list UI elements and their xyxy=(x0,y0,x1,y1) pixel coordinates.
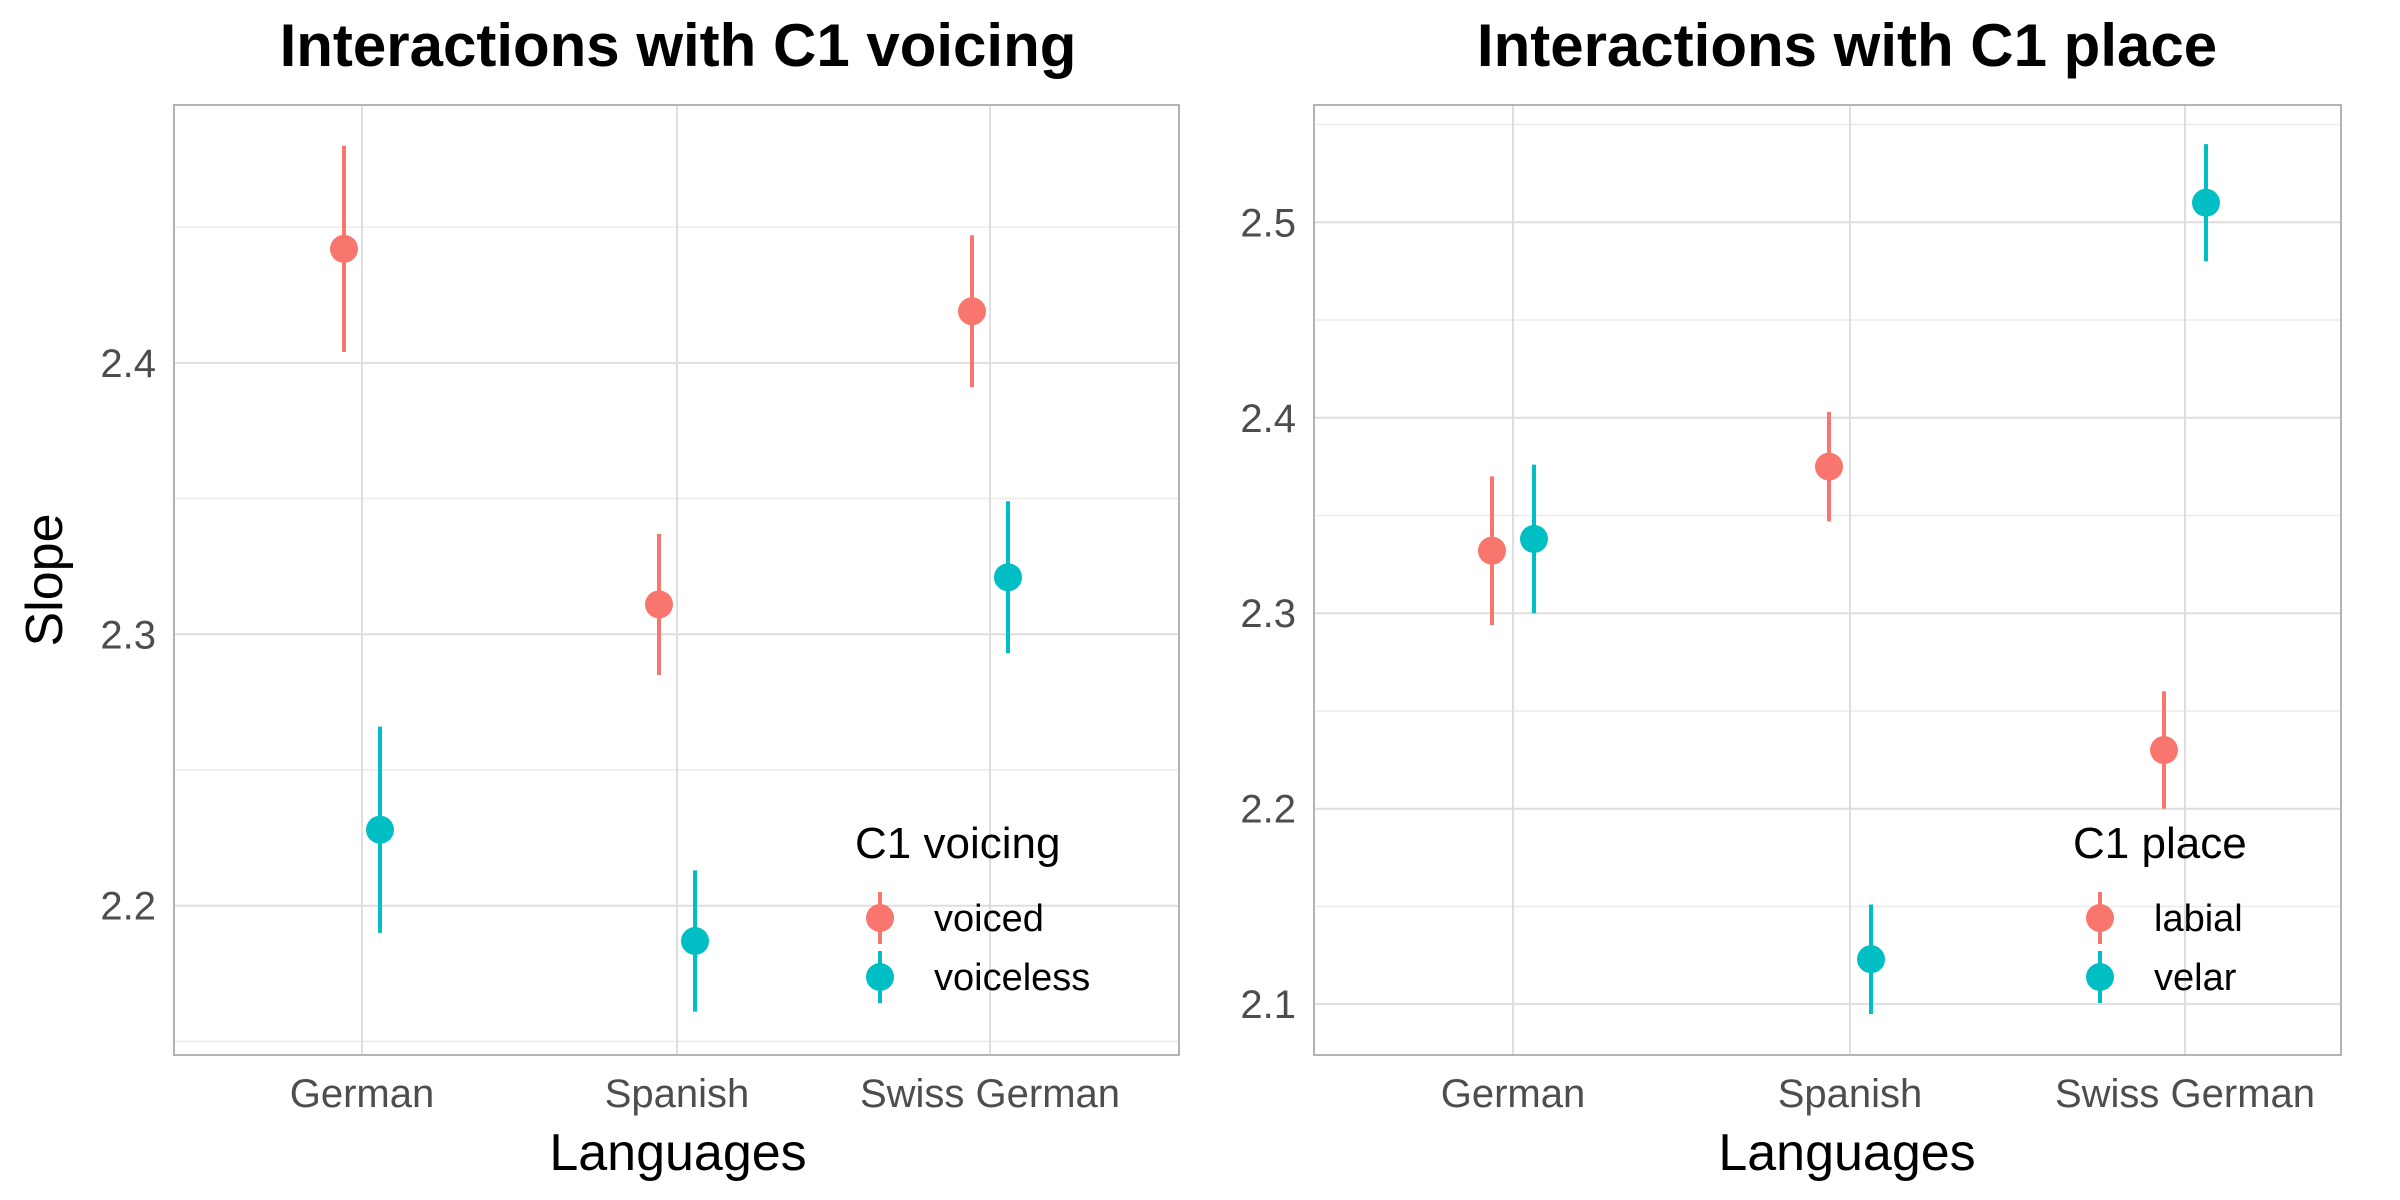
y-axis-title: Slope xyxy=(16,514,74,647)
x-tick-label: German xyxy=(1441,1072,1586,1116)
legend-key-point xyxy=(2086,904,2114,932)
data-point xyxy=(330,234,358,263)
legend-keys-voicing: voiced voiceless xyxy=(866,892,1090,1003)
y-tick-label: 2.5 xyxy=(1240,201,1296,245)
y-tick-label: 2.4 xyxy=(100,342,156,386)
data-point xyxy=(1478,536,1506,565)
data-point xyxy=(1520,524,1548,553)
legend-key-point xyxy=(2086,963,2114,991)
x-ticks-place: German Spanish Swiss German xyxy=(1441,1072,2315,1116)
legend-title-voicing: C1 voicing xyxy=(855,819,1060,868)
data-point xyxy=(681,927,709,955)
plot-panel-voicing xyxy=(173,104,1180,1056)
chart-title-place: Interactions with C1 place xyxy=(1477,12,2217,79)
plot-grid-voicing xyxy=(174,105,1179,1055)
data-point xyxy=(645,590,673,619)
x-tick-label: Swiss German xyxy=(2055,1072,2315,1116)
plot-marks-place xyxy=(1478,144,2220,1014)
legend-place: C1 place labial velar xyxy=(2073,819,2247,1003)
x-tick-label: German xyxy=(290,1072,435,1116)
legend-label: velar xyxy=(2154,957,2237,999)
legend-label: labial xyxy=(2154,898,2243,940)
plot-marks-voicing xyxy=(330,145,1022,1012)
data-point xyxy=(366,815,394,844)
y-tick-label: 2.3 xyxy=(1240,592,1296,636)
y-tick-label: 2.2 xyxy=(1240,788,1296,832)
y-ticks-voicing: 2.2 2.3 2.4 xyxy=(100,342,156,929)
legend-keys-place: labial velar xyxy=(2086,892,2243,1003)
data-point xyxy=(994,563,1022,592)
x-tick-label: Spanish xyxy=(605,1072,750,1116)
chart-title-voicing: Interactions with C1 voicing xyxy=(280,12,1077,79)
data-point xyxy=(1815,452,1843,481)
data-point xyxy=(2192,188,2220,217)
legend-voicing: C1 voicing voiced voiceless xyxy=(855,819,1090,1003)
data-point xyxy=(958,297,986,326)
legend-key-point xyxy=(866,904,894,932)
y-ticks-place: 2.1 2.2 2.3 2.4 2.5 xyxy=(1240,201,1296,1027)
legend-label: voiced xyxy=(934,898,1044,940)
x-axis-title-voicing: Languages xyxy=(549,1124,806,1182)
y-tick-label: 2.2 xyxy=(100,885,156,929)
plot-grid-place xyxy=(1314,105,2341,1055)
x-ticks-voicing: German Spanish Swiss German xyxy=(290,1072,1120,1116)
x-axis-title-place: Languages xyxy=(1718,1124,1975,1182)
legend-label: voiceless xyxy=(934,957,1090,999)
y-tick-label: 2.3 xyxy=(100,613,156,657)
x-tick-label: Swiss German xyxy=(860,1072,1120,1116)
legend-title-place: C1 place xyxy=(2073,819,2247,868)
x-tick-label: Spanish xyxy=(1778,1072,1923,1116)
data-point xyxy=(2150,736,2178,765)
plot-panel-place xyxy=(1313,104,2342,1056)
y-tick-label: 2.1 xyxy=(1240,983,1296,1027)
legend-key-point xyxy=(866,963,894,991)
data-point xyxy=(1857,945,1885,974)
y-tick-label: 2.4 xyxy=(1240,397,1296,441)
